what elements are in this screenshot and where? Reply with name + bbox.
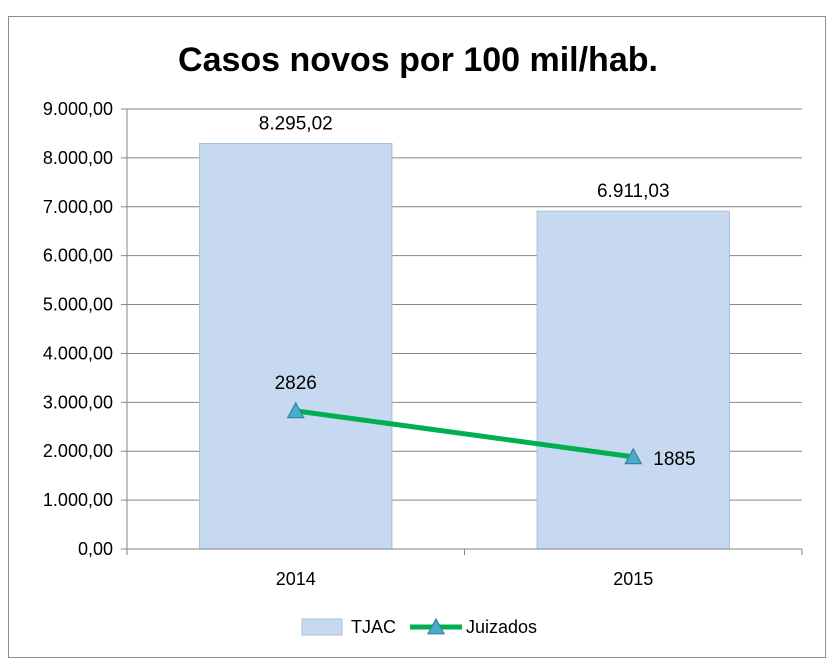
bar-data-label: 8.295,02 xyxy=(259,113,333,134)
bar-data-label: 6.911,03 xyxy=(597,181,670,202)
line-data-label: 1885 xyxy=(653,449,695,470)
line-data-label: 2826 xyxy=(275,373,317,394)
line-juizados xyxy=(293,408,636,460)
bar-2015 xyxy=(536,210,730,550)
line-point-2015 xyxy=(624,447,643,465)
line-series: 2826 1885 xyxy=(275,373,696,470)
y-tick-label: 3.000,00 xyxy=(43,392,113,412)
y-axis: 0,00 1.000,00 2.000,00 3.000,00 4.000,00 5.00… xyxy=(43,99,128,559)
y-tick-label: 8.000,00 xyxy=(43,148,113,168)
legend: TJAC Juizados xyxy=(301,617,537,637)
legend-label-tjac: TJAC xyxy=(351,617,396,637)
bars: 8.295,02 6.911,03 xyxy=(199,113,730,550)
y-tick-label: 4.000,00 xyxy=(43,343,113,363)
y-tick-label: 0,00 xyxy=(78,539,113,559)
bar-2014 xyxy=(199,142,393,550)
y-tick-label: 6.000,00 xyxy=(43,246,113,266)
x-axis: 2014 2015 xyxy=(126,548,803,589)
legend-label-juizados: Juizados xyxy=(466,617,537,637)
legend-swatch-tjac xyxy=(301,618,343,636)
y-tick-label: 1.000,00 xyxy=(43,490,113,510)
x-tick-label: 2014 xyxy=(276,569,316,589)
x-tick-label: 2015 xyxy=(613,569,653,589)
y-tick-label: 9.000,00 xyxy=(43,99,113,119)
y-tick-label: 5.000,00 xyxy=(43,295,113,315)
legend-marker-juizados xyxy=(426,617,446,635)
y-tick-label: 7.000,00 xyxy=(43,197,113,217)
chart-title: Casos novos por 100 mil/hab. xyxy=(178,41,658,79)
y-tick-label: 2.000,00 xyxy=(43,441,113,461)
line-point-2014 xyxy=(286,401,305,419)
